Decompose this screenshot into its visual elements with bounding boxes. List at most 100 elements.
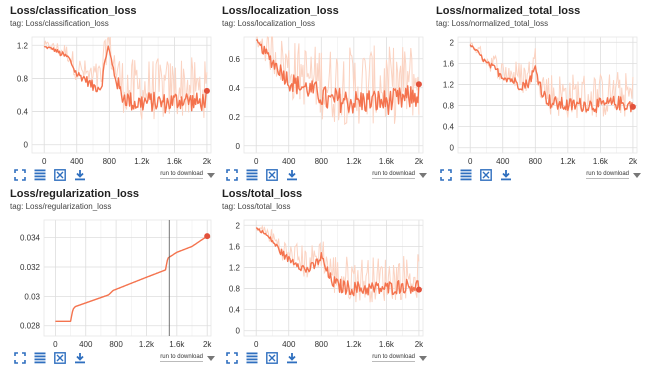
y-tick-label: 0.4 <box>443 123 455 132</box>
x-tick-label: 1.6k <box>379 157 395 166</box>
y-tick-label: 0.8 <box>229 285 241 294</box>
caret-down-icon <box>419 355 427 361</box>
chart-tag: tag: Loss/localization_loss <box>222 19 315 28</box>
smoothed-series-line <box>255 39 420 115</box>
chart-card: Loss/regularization_loss tag: Loss/regula… <box>10 188 215 370</box>
last-point-marker[interactable] <box>629 103 636 110</box>
chart-title: Loss/localization_loss <box>222 5 339 17</box>
chart-card: Loss/localization_loss tag: Loss/localiza… <box>222 5 427 187</box>
raw-series-line <box>469 41 634 119</box>
smoothed-series-line <box>255 227 420 297</box>
expand-icon[interactable] <box>54 352 66 364</box>
expand-icon[interactable] <box>480 169 492 181</box>
line-chart[interactable]: 0 400 800 1.2k 1.6k 2k 0 0.4 0.8 1.2 1.6 2 <box>436 33 641 167</box>
last-point-marker[interactable] <box>204 233 211 240</box>
y-tick-label: 1.6 <box>229 242 241 251</box>
download-icon[interactable] <box>74 352 86 364</box>
download-select[interactable]: run to download <box>372 171 427 179</box>
download-icon[interactable] <box>286 169 298 181</box>
download-select-label: run to download <box>586 171 629 179</box>
x-tick-label: 1.2k <box>346 157 362 166</box>
y-tick-label: 0.4 <box>17 108 29 117</box>
fit-domain-icon[interactable] <box>226 352 238 364</box>
x-tick-label: 1.6k <box>169 340 185 349</box>
x-tick-label: 2k <box>629 157 638 166</box>
y-tick-label: 1.6 <box>443 59 455 68</box>
caret-down-icon <box>207 355 215 361</box>
chart-card: Loss/total_loss tag: Loss/total_loss 0 400 8… <box>222 188 427 370</box>
chart-title: Loss/classification_loss <box>10 5 137 17</box>
fit-domain-icon[interactable] <box>14 169 26 181</box>
chart-tag: tag: Loss/normalized_total_loss <box>436 19 549 28</box>
y-tick-label: 1.2 <box>229 263 241 272</box>
line-chart[interactable]: 0 400 800 1.2k 1.6k 2k 0 0.2 0.4 0.6 <box>222 33 427 167</box>
last-point-marker[interactable] <box>203 87 210 94</box>
x-tick-label: 400 <box>496 157 510 166</box>
y-tick-label: 0 <box>450 144 455 153</box>
y-tick-label: 2 <box>450 38 455 47</box>
x-tick-label: 1.6k <box>167 157 183 166</box>
download-icon[interactable] <box>500 169 512 181</box>
chart-card: Loss/classification_loss tag: Loss/classi… <box>10 5 215 187</box>
x-tick-label: 1.2k <box>134 157 150 166</box>
data-table-icon[interactable] <box>246 352 258 364</box>
expand-icon[interactable] <box>266 169 278 181</box>
download-select[interactable]: run to download <box>372 354 427 362</box>
x-tick-label: 800 <box>315 340 329 349</box>
x-tick-label: 400 <box>79 340 93 349</box>
raw-series-line <box>256 36 420 126</box>
data-table-icon[interactable] <box>460 169 472 181</box>
x-tick-label: 2k <box>415 157 424 166</box>
data-table-icon[interactable] <box>34 352 46 364</box>
last-point-marker[interactable] <box>415 286 422 293</box>
y-tick-label: 0.6 <box>229 55 241 64</box>
last-point-marker[interactable] <box>415 81 422 88</box>
y-tick-label: 1.2 <box>443 80 455 89</box>
download-select[interactable]: run to download <box>160 171 215 179</box>
y-tick-label: 0.2 <box>229 113 241 122</box>
x-tick-label: 0 <box>42 157 47 166</box>
x-tick-label: 800 <box>315 157 329 166</box>
caret-down-icon <box>207 172 215 178</box>
fit-domain-icon[interactable] <box>440 169 452 181</box>
data-table-icon[interactable] <box>246 169 258 181</box>
plot-frame <box>457 36 638 154</box>
y-tick-label: 0.4 <box>229 306 241 315</box>
expand-icon[interactable] <box>266 352 278 364</box>
x-tick-label: 0 <box>254 157 259 166</box>
download-icon[interactable] <box>286 352 298 364</box>
chart-tag: tag: Loss/regularization_loss <box>10 202 112 211</box>
x-tick-label: 1.6k <box>379 340 395 349</box>
x-tick-label: 800 <box>109 340 123 349</box>
chart-toolbar <box>14 352 86 364</box>
line-chart[interactable]: 0 400 800 1.2k 1.6k 2k 0 0.4 0.8 1.2 1.6 2 <box>222 216 427 350</box>
smoothed-series-line <box>469 44 634 114</box>
chart-toolbar <box>440 169 512 181</box>
line-chart[interactable]: 0 400 800 1.2k 1.6k 2k 0.028 0.03 0.032 0.034 <box>10 216 215 350</box>
download-select-label: run to download <box>372 354 415 362</box>
y-tick-label: 0 <box>236 327 241 336</box>
line-chart[interactable]: 0 400 800 1.2k 1.6k 2k 0 0.4 0.8 1.2 <box>10 33 215 167</box>
x-tick-label: 0 <box>254 340 259 349</box>
x-tick-label: 400 <box>70 157 84 166</box>
fit-domain-icon[interactable] <box>14 352 26 364</box>
chart-tag: tag: Loss/total_loss <box>222 202 291 211</box>
x-tick-label: 1.2k <box>560 157 576 166</box>
chart-tag: tag: Loss/classification_loss <box>10 19 109 28</box>
y-tick-label: 0.8 <box>443 102 455 111</box>
download-select[interactable]: run to download <box>586 171 641 179</box>
download-select[interactable]: run to download <box>160 354 215 362</box>
fit-domain-icon[interactable] <box>226 169 238 181</box>
y-tick-label: 0 <box>24 141 29 150</box>
chart-title: Loss/regularization_loss <box>10 188 139 200</box>
y-tick-label: 0.8 <box>17 74 29 83</box>
download-icon[interactable] <box>74 169 86 181</box>
chart-toolbar <box>14 169 86 181</box>
plot-frame <box>243 36 424 154</box>
chart-toolbar <box>226 352 298 364</box>
y-tick-label: 0.4 <box>229 84 241 93</box>
caret-down-icon <box>633 172 641 178</box>
plot-frame <box>243 219 424 337</box>
expand-icon[interactable] <box>54 169 66 181</box>
data-table-icon[interactable] <box>34 169 46 181</box>
